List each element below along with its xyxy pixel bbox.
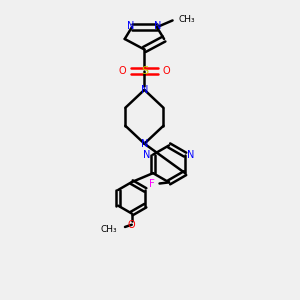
Text: F: F [148,178,154,188]
Text: N: N [154,21,162,31]
Text: N: N [143,150,151,160]
Text: N: N [141,139,148,149]
Text: CH₃: CH₃ [179,15,195,24]
Text: O: O [128,220,136,230]
Text: N: N [141,85,148,95]
Text: O: O [119,66,126,76]
Text: N: N [127,21,134,31]
Text: S: S [141,66,148,76]
Text: N: N [187,150,195,160]
Text: CH₃: CH₃ [100,225,117,234]
Text: O: O [163,66,170,76]
